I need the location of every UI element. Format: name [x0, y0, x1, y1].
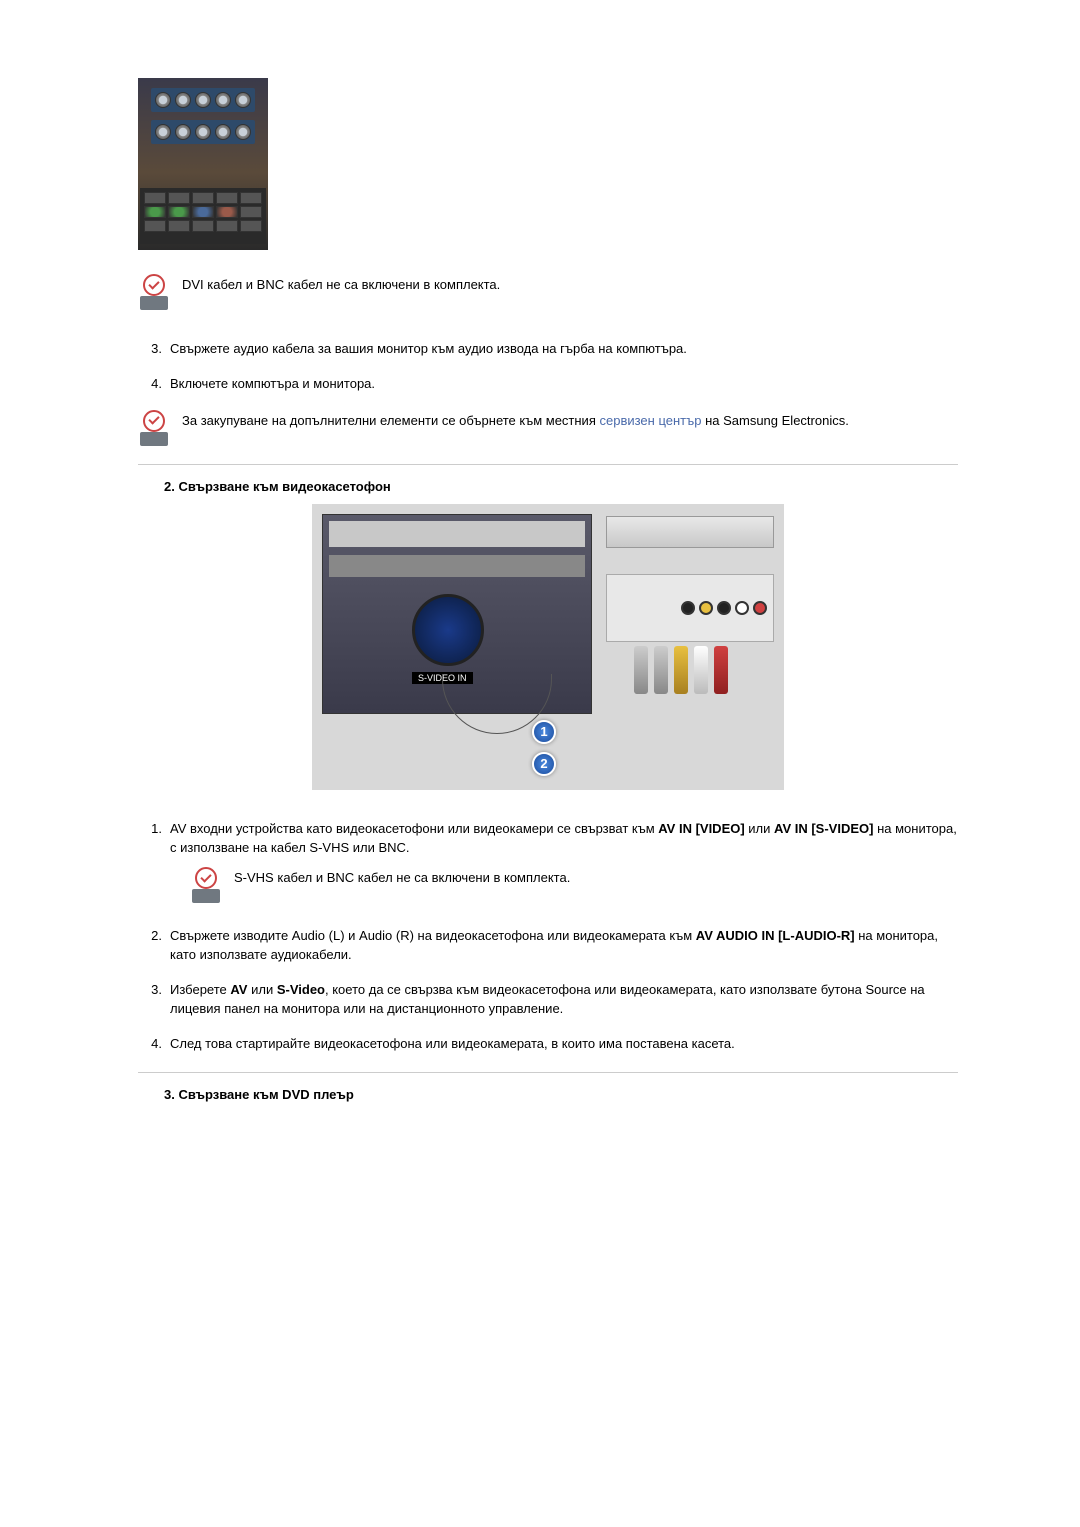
callout-badge-1: 1 [532, 720, 556, 744]
step-4: 4. Включете компютъра и монитора. [138, 375, 958, 394]
text: или [745, 821, 774, 836]
text: Свържете изводите Audio (L) и Audio (R) … [170, 928, 696, 943]
step-text: Свържете изводите Audio (L) и Audio (R) … [170, 927, 958, 965]
section-2-title: 2. Свързване към видеокасетофон [138, 479, 958, 494]
step-number: 4. [138, 375, 162, 394]
step-text: AV входни устройства като видеокасетофон… [170, 820, 958, 904]
step-number: 2. [138, 927, 162, 965]
note-svhs-bnc: S-VHS кабел и BNC кабел не са включени в… [190, 867, 958, 903]
service-center-link[interactable]: сервизен център [599, 413, 701, 428]
step-number: 1. [138, 820, 162, 904]
figure-connector-panel [138, 78, 268, 250]
text-bold: S-Video [277, 982, 325, 997]
step-number: 4. [138, 1035, 162, 1054]
divider [138, 464, 958, 465]
step-text: Изберете AV или S-Video, което да се свъ… [170, 981, 958, 1019]
note-dvi-bnc: DVI кабел и BNC кабел не са включени в к… [138, 274, 958, 310]
steps-group-b: 1. AV входни устройства като видеокасето… [138, 820, 958, 1054]
step-3: 3. Свържете аудио кабела за вашия монито… [138, 340, 958, 359]
step-b3: 3. Изберете AV или S-Video, което да се … [138, 981, 958, 1019]
text: AV входни устройства като видеокасетофон… [170, 821, 658, 836]
note-icon [138, 410, 170, 446]
step-number: 3. [138, 981, 162, 1019]
text-suffix: на Samsung Electronics. [701, 413, 848, 428]
step-number: 3. [138, 340, 162, 359]
text-bold: AV IN [S-VIDEO] [774, 821, 873, 836]
text: или [247, 982, 276, 997]
text: Изберете [170, 982, 230, 997]
note-service-center: За закупуване на допълнителни елементи с… [138, 410, 958, 446]
text-bold: AV AUDIO IN [L-AUDIO-R] [696, 928, 855, 943]
note-text: S-VHS кабел и BNC кабел не са включени в… [234, 867, 570, 887]
step-text: Включете компютъра и монитора. [170, 375, 958, 394]
text-bold: AV IN [VIDEO] [658, 821, 744, 836]
note-icon [190, 867, 222, 903]
note-icon [138, 274, 170, 310]
section-3-title: 3. Свързване към DVD плеър [138, 1087, 958, 1102]
divider [138, 1072, 958, 1073]
step-b4: 4. След това стартирайте видеокасетофона… [138, 1035, 958, 1054]
step-text: След това стартирайте видеокасетофона ил… [170, 1035, 958, 1054]
step-text: Свържете аудио кабела за вашия монитор к… [170, 340, 958, 359]
text-prefix: За закупуване на допълнителни елементи с… [182, 413, 599, 428]
step-b2: 2. Свържете изводите Audio (L) и Audio (… [138, 927, 958, 965]
callout-badge-2: 2 [532, 752, 556, 776]
figure-vcr-connection: S-VIDEO IN 1 2 [312, 504, 784, 790]
text-bold: AV [230, 982, 247, 997]
note-text: За закупуване на допълнителни елементи с… [182, 410, 849, 430]
step-b1: 1. AV входни устройства като видеокасето… [138, 820, 958, 904]
note-text: DVI кабел и BNC кабел не са включени в к… [182, 274, 500, 294]
steps-group-a: 3. Свържете аудио кабела за вашия монито… [138, 340, 958, 394]
